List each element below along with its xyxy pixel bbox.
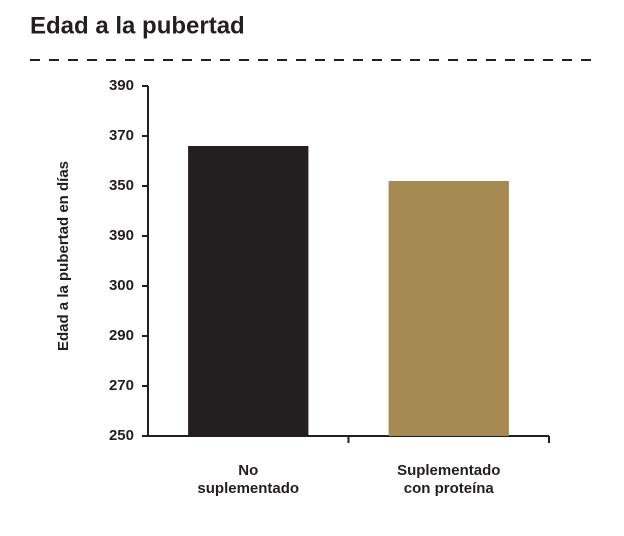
y-tick-label: 390 — [109, 227, 134, 244]
x-tick-label: Suplementado con proteína — [397, 462, 501, 497]
y-tick-label: 350 — [109, 177, 134, 194]
bar — [388, 181, 509, 436]
bar — [188, 146, 309, 436]
chart-title: Edad a la pubertad — [30, 12, 245, 39]
y-tick-label: 370 — [109, 127, 134, 144]
y-tick-label: 300 — [109, 277, 134, 294]
y-axis-label: Edad a la pubertad en días — [55, 161, 72, 351]
y-tick-label: 290 — [109, 327, 134, 344]
y-tick-label: 390 — [109, 77, 134, 94]
x-tick-label: No suplementado — [197, 462, 300, 497]
y-tick-label: 270 — [109, 377, 134, 394]
y-tick-label: 250 — [109, 427, 134, 444]
